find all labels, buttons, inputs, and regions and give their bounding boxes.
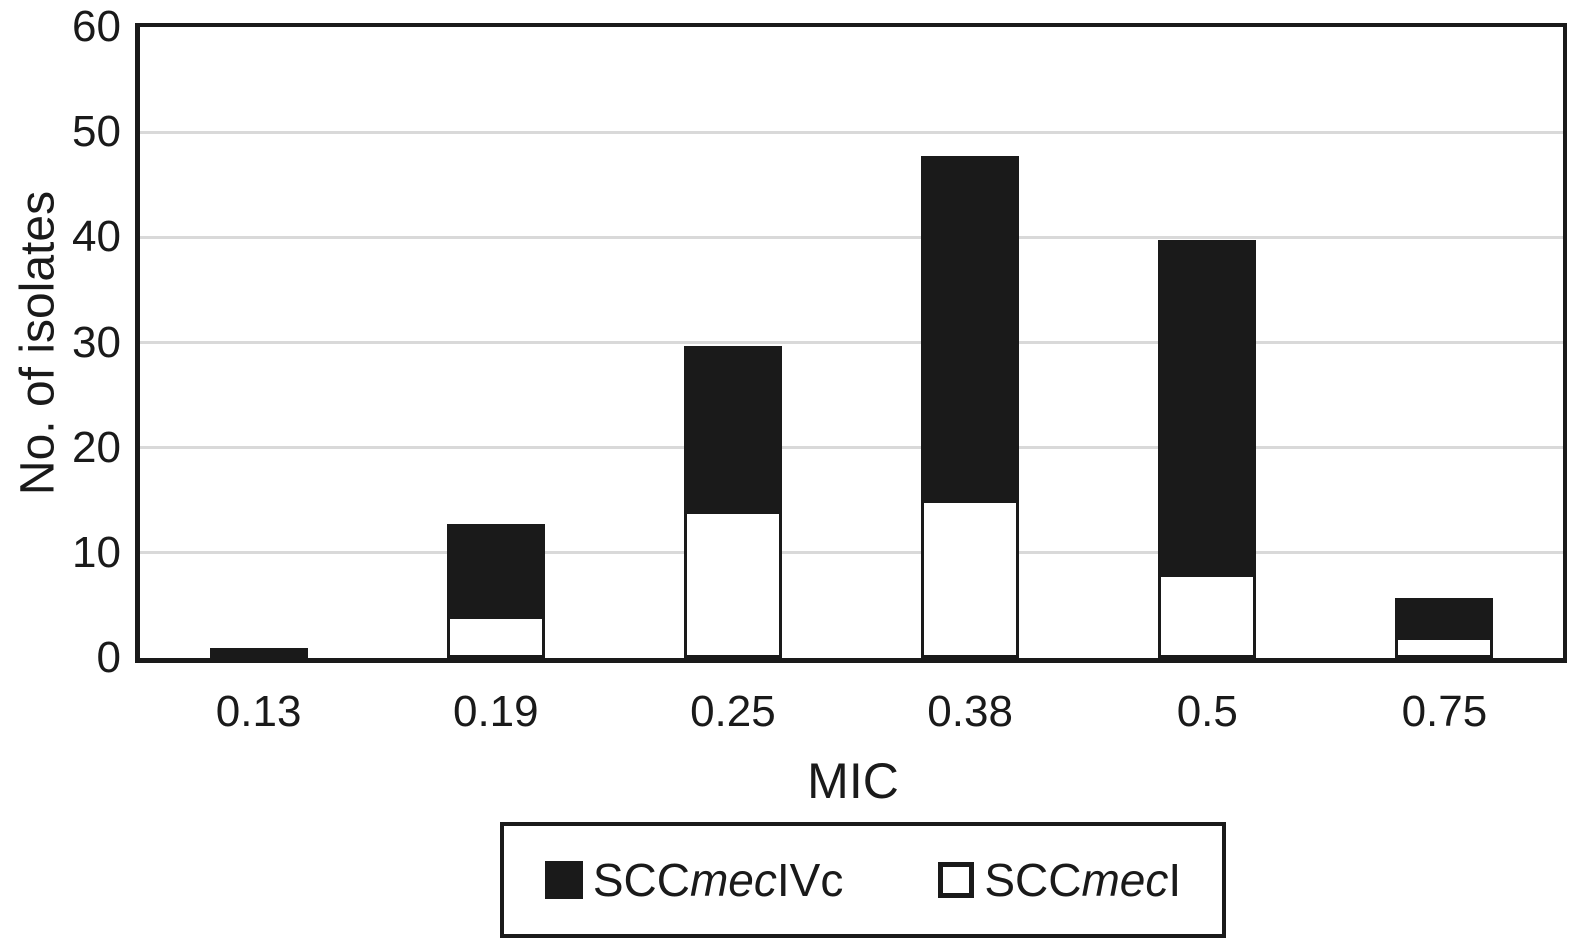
bar-segment-SCCmecI: [683, 510, 782, 658]
x-tick-label: 0.25: [690, 687, 776, 736]
legend-item-sccmeci: SCCmecI: [938, 853, 1181, 907]
y-tick-label: 40: [72, 212, 121, 262]
bar-segment-SCCmecI: [1158, 573, 1257, 658]
gridline: [140, 130, 1563, 134]
x-tick-label: 0.38: [927, 687, 1013, 736]
gridline: [140, 446, 1563, 450]
bar-segment-SCCmecIVc: [1395, 597, 1494, 640]
bar-segment-SCCmecIVc: [921, 156, 1020, 504]
bar-segment-SCCmecIVc: [1158, 240, 1257, 577]
y-tick-label: 50: [72, 107, 121, 157]
bar-0.75: [1395, 597, 1494, 658]
bar-0.5: [1158, 240, 1257, 658]
bar-0.19: [446, 524, 545, 658]
x-axis-title: MIC: [807, 753, 899, 809]
bar-segment-SCCmecI: [1395, 637, 1494, 658]
open-white-square-icon: [938, 862, 975, 898]
bar-segment-SCCmecIVc: [446, 524, 545, 619]
bar-0.13: [209, 647, 308, 658]
plot-area: [135, 23, 1567, 663]
bar-segment-SCCmecIVc: [209, 647, 308, 658]
bar-0.38: [921, 156, 1020, 658]
bar-segment-SCCmecI: [921, 500, 1020, 658]
legend-label: SCCmecIVc: [592, 854, 844, 906]
gridline: [140, 235, 1563, 239]
x-tick-label: 0.75: [1401, 687, 1488, 736]
gridline: [140, 551, 1563, 555]
y-tick-label: 30: [72, 317, 121, 367]
y-tick-label: 10: [72, 527, 121, 577]
bar-segment-SCCmecIVc: [683, 345, 782, 514]
bar-0.25: [683, 345, 782, 658]
gridline: [140, 341, 1563, 344]
y-tick-label: 0: [96, 633, 121, 682]
x-tick-label: 0.19: [452, 687, 539, 736]
legend: SCCmecIVc SCCmecI: [500, 822, 1226, 938]
x-tick-label: 0.13: [215, 687, 302, 736]
y-tick-label: 20: [72, 422, 121, 472]
y-tick-label: 60: [72, 2, 121, 51]
legend-label: SCCmecI: [984, 854, 1182, 906]
legend-item-sccmecivc: SCCmecIVc: [544, 853, 844, 907]
bar-segment-SCCmecI: [446, 615, 545, 658]
x-tick-label: 0.5: [1176, 687, 1238, 736]
y-axis-title: No. of isolates: [11, 190, 65, 496]
filled-black-square-icon: [544, 861, 583, 899]
